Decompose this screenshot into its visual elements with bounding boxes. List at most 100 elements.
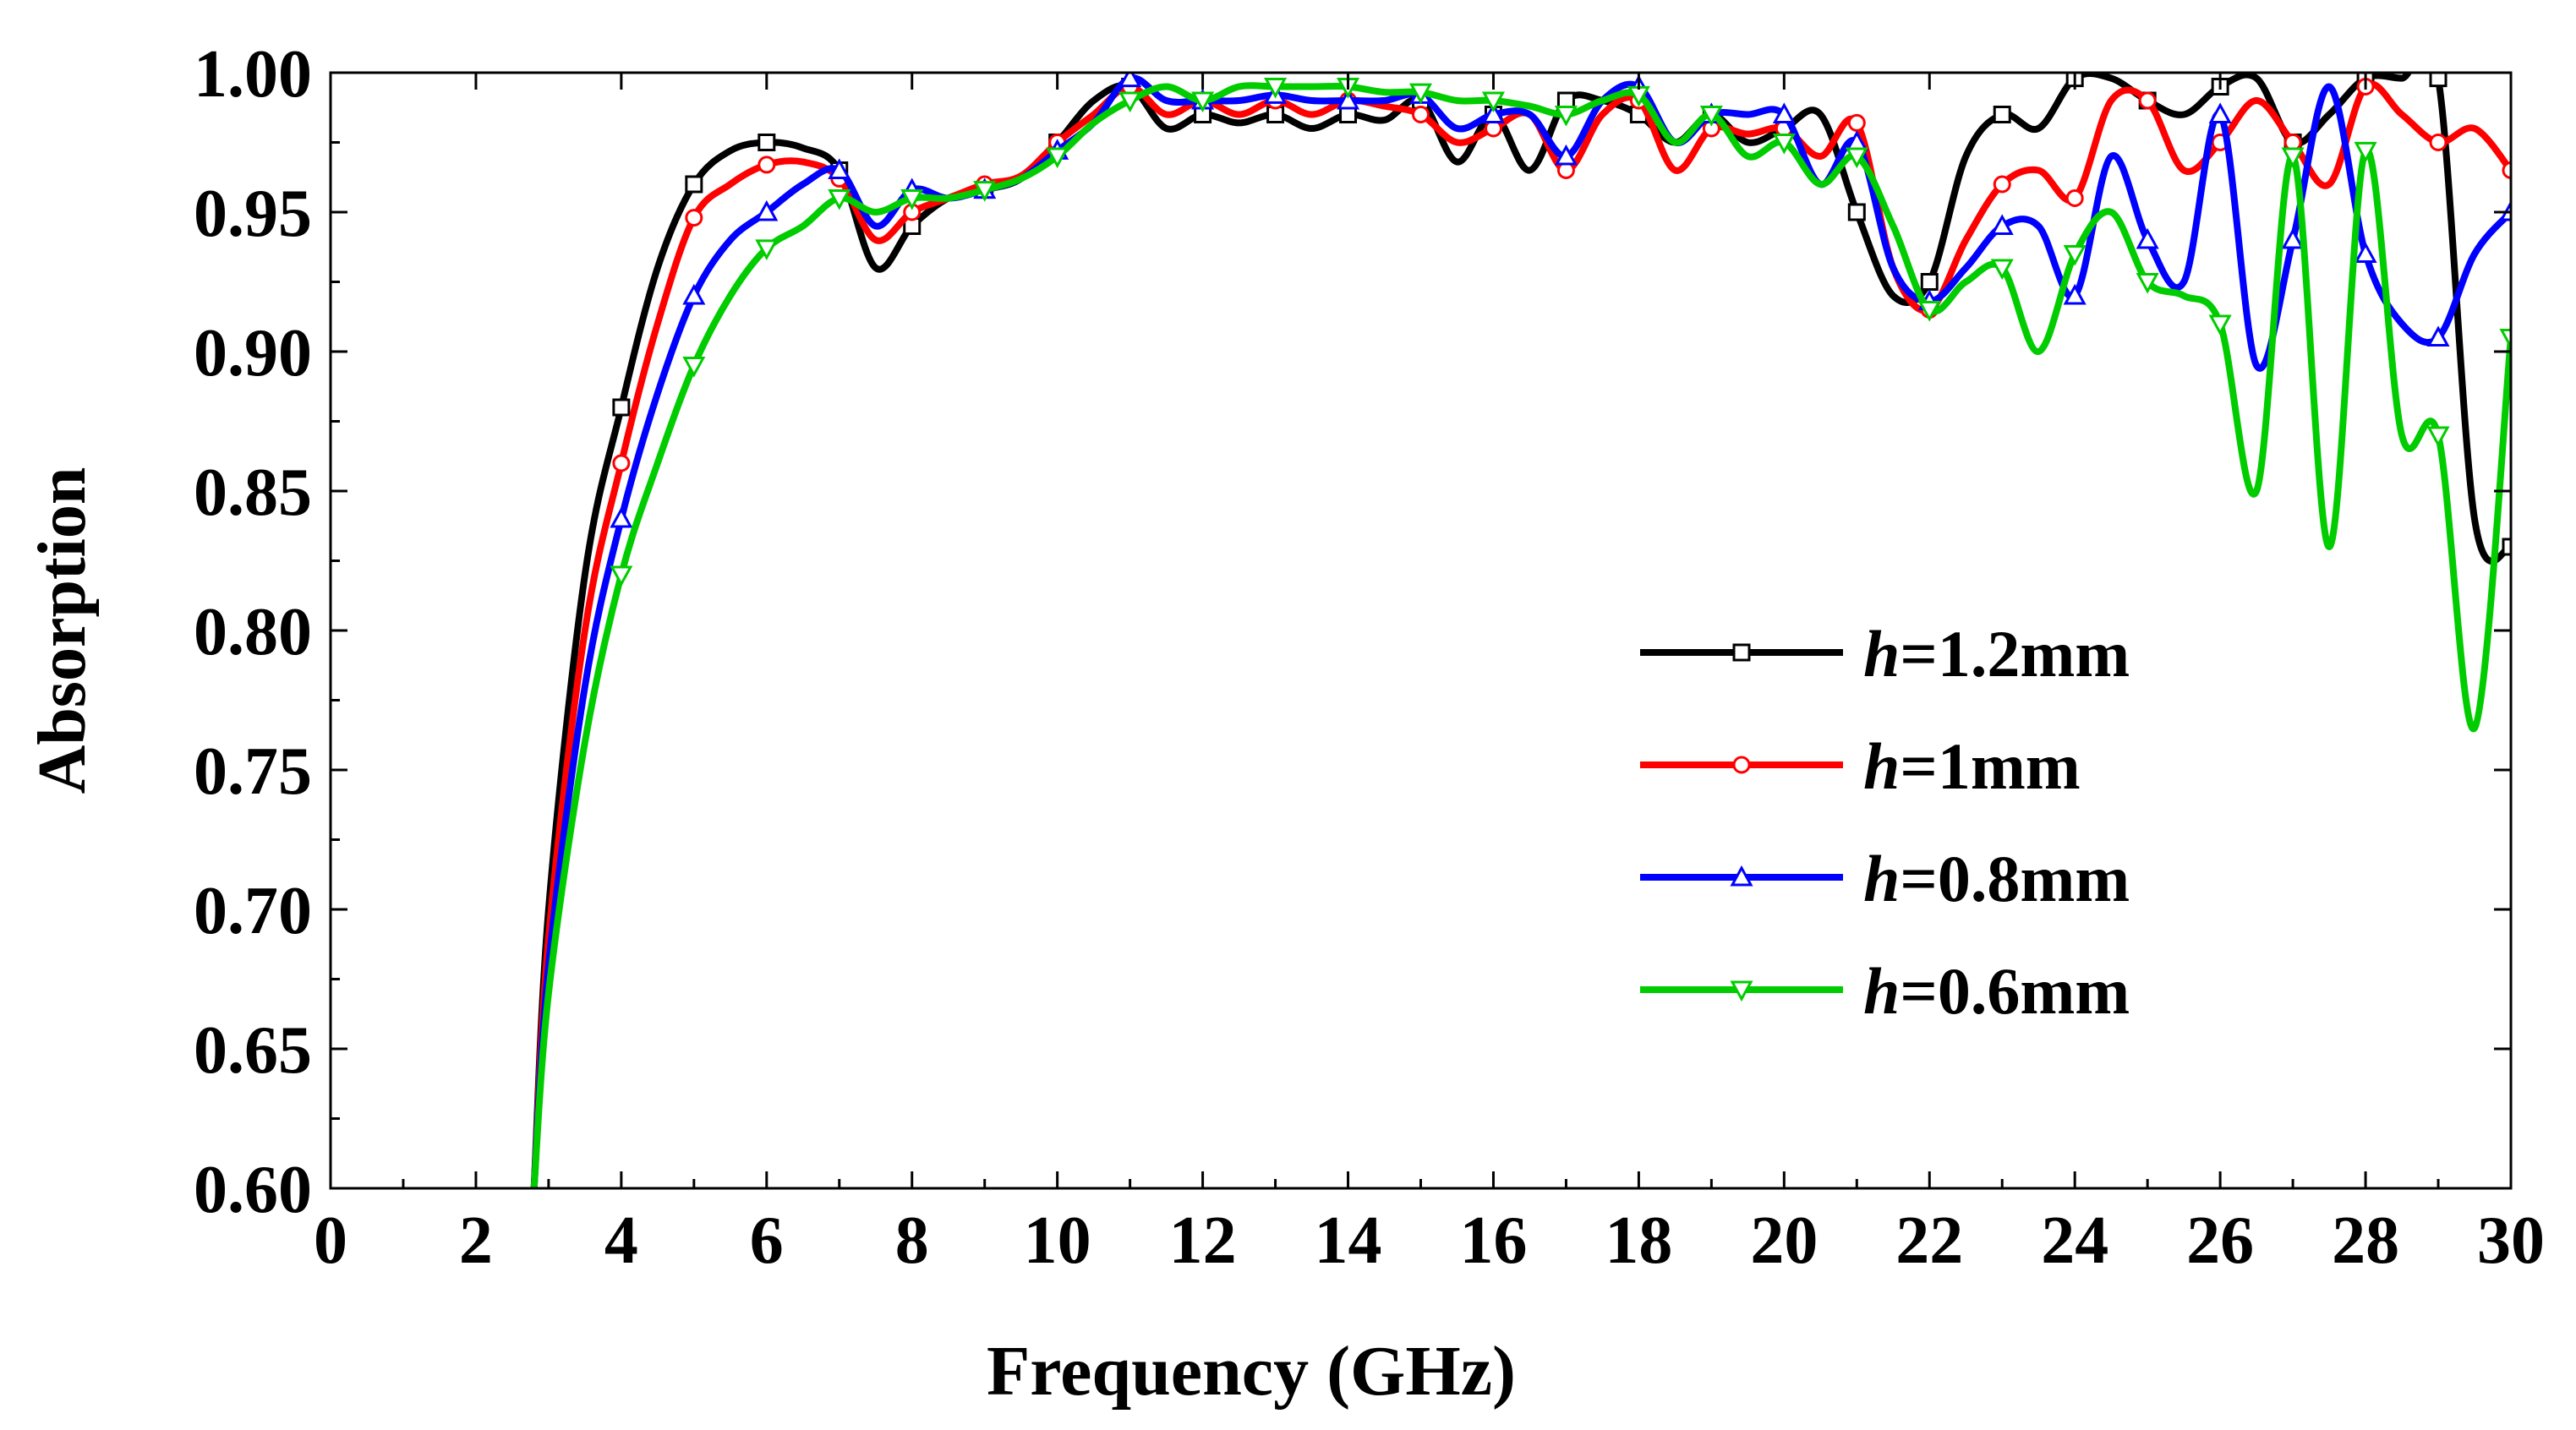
data-point-marker	[1993, 175, 2011, 194]
legend-entry: h=1.2mm	[1640, 617, 2130, 690]
ticks-layer: 0 2 4 6 8 10 12 14 16 18 20 22 24 26 28 300.600.650.700…	[194, 37, 2545, 1278]
data-point-marker	[1118, 73, 1142, 88]
x-tick-label: 26	[2186, 1203, 2254, 1278]
data-point-marker	[2138, 91, 2157, 110]
data-point-marker	[1554, 106, 1578, 127]
data-point-marker	[1336, 88, 1360, 110]
x-tick-label: 16	[1459, 1203, 1527, 1278]
x-tick-label: 30	[2477, 1203, 2545, 1278]
x-tick-label: 0	[314, 1203, 347, 1278]
data-point-marker	[1412, 106, 1430, 123]
data-point-marker	[757, 156, 776, 174]
y-tick-label: 0.65	[194, 1013, 312, 1088]
legend-entry: h=0.8mm	[1640, 842, 2130, 915]
data-point-marker	[1990, 214, 2014, 235]
data-point-marker	[612, 454, 631, 472]
series-layer	[530, 73, 2511, 1188]
data-point-marker	[2499, 329, 2511, 350]
data-point-marker	[2502, 161, 2511, 179]
data-point-marker	[1990, 259, 2014, 281]
legend-variable: h	[1863, 617, 1900, 690]
legend-value: =1mm	[1900, 729, 2080, 803]
data-point-marker	[2136, 227, 2159, 249]
data-point-marker	[610, 506, 633, 528]
data-point-marker	[2281, 227, 2305, 249]
data-point-marker	[2136, 273, 2159, 294]
legend-entry: h=0.6mm	[1640, 954, 2130, 1028]
data-point-marker	[1772, 134, 1796, 155]
data-point-marker	[2354, 141, 2377, 163]
y-tick-label: 0.90	[194, 316, 312, 390]
data-point-marker	[2063, 245, 2087, 266]
data-point-marker	[1408, 83, 1433, 105]
y-tick-label: 1.00	[194, 37, 312, 112]
data-point-marker	[1920, 273, 1939, 291]
legend-entry: h=1mm	[1640, 729, 2081, 803]
data-point-marker	[2426, 325, 2450, 347]
x-tick-label: 18	[1605, 1203, 1672, 1278]
series-line	[530, 80, 2511, 1188]
data-point-marker	[1118, 91, 1142, 113]
data-point-marker	[682, 283, 706, 305]
data-point-marker	[1917, 301, 1941, 322]
data-point-marker	[757, 134, 776, 151]
legend-label: h=0.8mm	[1863, 842, 2130, 915]
data-point-marker	[755, 199, 779, 221]
data-point-marker	[2281, 147, 2305, 169]
legend-value: =0.6mm	[1900, 954, 2130, 1028]
data-point-marker	[755, 239, 779, 261]
legend-marker	[1732, 756, 1751, 774]
data-point-marker	[1993, 106, 2011, 123]
legend-variable: h	[1863, 954, 1900, 1028]
data-point-marker	[2354, 242, 2377, 263]
data-point-marker	[2063, 283, 2087, 305]
legend-variable: h	[1863, 729, 1900, 803]
data-point-marker	[1191, 91, 1215, 113]
data-point-marker	[828, 189, 851, 210]
data-point-marker	[1847, 203, 1866, 221]
data-point-marker	[1481, 102, 1506, 123]
x-tick-label: 14	[1315, 1203, 1382, 1278]
data-point-marker	[1847, 113, 1866, 132]
y-tick-label: 0.70	[194, 874, 312, 948]
legend-value: =0.8mm	[1900, 842, 2130, 915]
x-tick-label: 4	[604, 1203, 638, 1278]
y-tick-label: 0.85	[194, 456, 312, 530]
data-point-marker	[973, 181, 997, 202]
data-point-marker	[685, 209, 703, 227]
x-tick-label: 28	[2332, 1203, 2399, 1278]
data-point-marker	[610, 565, 633, 587]
data-point-marker	[1554, 144, 1578, 166]
data-point-marker	[2429, 73, 2447, 88]
data-point-marker	[2502, 538, 2511, 556]
x-tick-label: 8	[895, 1203, 929, 1278]
plot-frame	[329, 71, 2513, 1190]
data-point-marker	[1845, 147, 1868, 169]
data-point-marker	[685, 175, 703, 194]
data-point-marker	[828, 158, 851, 179]
legend-label: h=0.6mm	[1863, 954, 2130, 1028]
data-point-marker	[1264, 78, 1288, 99]
x-tick-label: 20	[1750, 1203, 1818, 1278]
y-tick-label: 0.60	[194, 1153, 312, 1227]
legend-marker	[1732, 643, 1751, 662]
data-point-marker	[1699, 106, 1723, 127]
data-point-marker	[1772, 102, 1796, 123]
series-line	[530, 82, 2511, 1188]
x-tick-label: 24	[2041, 1203, 2108, 1278]
data-point-marker	[2429, 134, 2447, 151]
data-point-marker	[2208, 314, 2232, 336]
series-line	[530, 74, 2511, 1188]
y-tick-label: 0.75	[194, 734, 312, 809]
x-tick-label: 22	[1895, 1203, 1963, 1278]
legend-marker	[1730, 865, 1753, 887]
legend-value: =1.2mm	[1900, 617, 2130, 690]
y-tick-label: 0.95	[194, 177, 312, 251]
x-tick-label: 2	[459, 1203, 493, 1278]
data-point-marker	[2426, 426, 2450, 448]
legend-variable: h	[1863, 842, 1900, 915]
data-point-marker	[900, 189, 924, 210]
data-point-marker	[2208, 102, 2232, 123]
